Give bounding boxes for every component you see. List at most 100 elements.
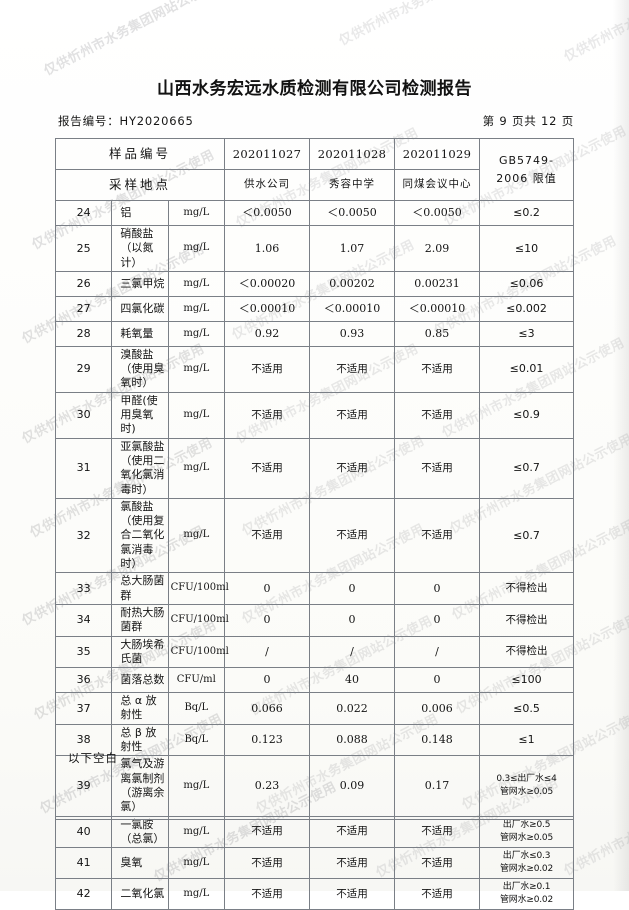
row-value-sample-1: 不适用	[224, 437, 310, 499]
row-value-sample-3: 不适用	[394, 497, 480, 574]
row-item-name: 耗氧量	[111, 320, 169, 347]
row-item-name: 总 β 放射性	[111, 723, 169, 757]
water-quality-results-table: 样品编号 202011027 202011028 202011029 GB574…	[54, 138, 574, 910]
limit-line-2: 管网水≥0.05	[500, 786, 553, 797]
row-number: 25	[54, 225, 113, 272]
blank-note: 以下空白	[68, 751, 118, 765]
limit-line-1: 出厂水≤0.3	[502, 851, 551, 862]
table-head: 样品编号 202011027 202011028 202011029 GB574…	[55, 138, 574, 201]
row-value-sample-3: 0	[394, 603, 480, 637]
table-row: 37 总 α 放射性 Bq/L 0.066 0.022 0.006 ≤0.5	[54, 692, 574, 725]
row-number: 26	[54, 270, 113, 297]
header-sample-no-1: 202011027	[224, 138, 310, 170]
row-number: 41	[54, 847, 113, 880]
row-unit: CFU/100ml	[167, 572, 229, 605]
limit-line-1: 0.3≤出厂水≤4	[496, 773, 557, 784]
row-value-sample-2: 0.93	[309, 320, 395, 347]
row-value-sample-2: 0	[309, 603, 395, 637]
row-value-sample-3: 不适用	[394, 815, 480, 849]
row-item-name: 硝酸盐（以氮计）	[111, 225, 169, 272]
table-row: 28 耗氧量 mg/L 0.92 0.93 0.85 ≤3	[54, 320, 574, 347]
row-standard-limit: ≤0.002	[479, 295, 574, 322]
row-item-name: 一氯胺（总氯）	[111, 815, 169, 849]
row-number: 42	[54, 878, 113, 910]
watermark-text: 仅供忻州市水务集团网站公示使用	[335, 0, 524, 49]
row-item-name: 铝	[111, 200, 169, 226]
row-number: 38	[54, 723, 113, 757]
row-standard-limit: 出厂水≥0.5 管网水≥0.05	[479, 815, 574, 849]
row-value-sample-3: 0	[394, 667, 480, 694]
row-unit: mg/L	[167, 878, 226, 910]
row-standard-limit: 不得检出	[479, 572, 574, 605]
row-value-sample-2: 1.07	[309, 225, 395, 272]
row-value-sample-3: 不适用	[394, 345, 480, 393]
row-value-sample-1: 0	[224, 572, 310, 605]
row-value-sample-1: 0	[224, 667, 310, 694]
table-row: 25 硝酸盐（以氮计） mg/L 1.06 1.07 2.09 ≤10	[54, 225, 574, 272]
row-unit: mg/L	[167, 497, 226, 574]
row-value-sample-3: 0.85	[394, 320, 480, 347]
row-value-sample-2: 不适用	[309, 815, 395, 849]
row-item-name: 亚氯酸盐（使用二氧化氯消毒时）	[111, 437, 169, 499]
row-value-sample-2: 0.00202	[309, 270, 395, 297]
row-number: 28	[54, 320, 113, 347]
row-unit: mg/L	[167, 320, 226, 347]
row-number: 35	[54, 635, 113, 669]
table-row: 40 一氯胺（总氯） mg/L 不适用 不适用 不适用 出厂水≥0.5 管网水≥0.05	[54, 815, 574, 849]
row-number: 32	[54, 497, 113, 574]
table-row: 27 四氯化碳 mg/L ＜0.00010 ＜0.00010 ＜0.00010 ≤0.002	[54, 295, 574, 322]
row-value-sample-1: 1.06	[224, 225, 310, 272]
row-value-sample-2: 不适用	[309, 847, 395, 880]
row-value-sample-3: 不适用	[394, 847, 480, 880]
table-row: 24 铝 mg/L ＜0.0050 ＜0.0050 ＜0.0050 ≤0.2	[54, 200, 574, 226]
row-standard-limit: 出厂水≤0.3 管网水≥0.02	[479, 847, 574, 880]
header-standard-limit: GB5749- 2006 限值	[479, 138, 574, 201]
row-unit: mg/L	[167, 437, 226, 499]
row-value-sample-3: 0	[394, 572, 480, 605]
row-value-sample-2: ＜0.0050	[309, 200, 395, 226]
row-unit: mg/L	[167, 345, 226, 393]
row-value-sample-3: 不适用	[394, 391, 480, 439]
row-value-sample-2: 不适用	[309, 345, 395, 393]
row-unit: Bq/L	[167, 692, 226, 725]
row-unit: mg/L	[167, 815, 226, 849]
row-value-sample-1: 不适用	[224, 497, 310, 574]
row-standard-limit: ≤3	[479, 320, 574, 347]
row-value-sample-3: 0.006	[394, 692, 480, 725]
row-item-name: 菌落总数	[111, 667, 169, 694]
row-unit: mg/L	[167, 200, 226, 226]
row-number: 30	[54, 391, 113, 439]
row-number: 37	[54, 692, 113, 725]
blank-remainder-box: 以下空白	[55, 738, 574, 820]
row-item-name: 三氯甲烷	[111, 270, 169, 297]
row-value-sample-2: 不适用	[309, 878, 395, 910]
limit-line-2: 管网水≥0.02	[500, 895, 553, 906]
row-value-sample-1: ＜0.00010	[224, 295, 310, 322]
report-number: 报告编号：HY2020665	[58, 114, 194, 128]
row-item-name: 大肠埃希氏菌	[111, 635, 169, 669]
row-number: 29	[54, 345, 113, 393]
row-unit: mg/L	[167, 755, 226, 817]
row-number: 27	[54, 295, 113, 322]
row-unit: mg/L	[167, 270, 226, 297]
row-value-sample-3: ＜0.0050	[394, 200, 480, 226]
row-standard-limit: ≤0.5	[479, 692, 574, 725]
header-site-3: 同煤会议中心	[394, 169, 480, 201]
table-row: 26 三氯甲烷 mg/L ＜0.00020 0.00202 0.00231 ≤0.06	[54, 270, 574, 297]
row-number: 33	[54, 572, 113, 605]
row-item-name: 氯气及游离氯制剂（游离余氯）	[111, 755, 169, 817]
row-item-name: 耐热大肠菌群	[111, 603, 169, 637]
row-standard-limit: 出厂水≥0.1 管网水≥0.02	[479, 878, 574, 910]
table-row: 32 氯酸盐（使用复合二氧化氯消毒时） mg/L 不适用 不适用 不适用 ≤0.7	[54, 497, 574, 574]
row-item-name: 总大肠菌群	[111, 572, 169, 605]
row-value-sample-1: 0.92	[224, 320, 310, 347]
row-number: 24	[54, 200, 113, 226]
row-number: 31	[54, 437, 113, 499]
row-value-sample-1: 不适用	[224, 345, 310, 393]
row-unit: CFU/100ml	[167, 603, 229, 637]
table-row: 38 总 β 放射性 Bq/L 0.123 0.088 0.148 ≤1	[54, 723, 574, 757]
limit-line-1: 出厂水≥0.1	[502, 882, 551, 893]
table-row: 35 大肠埃希氏菌 CFU/100ml / / / 不得检出	[54, 635, 574, 669]
table-row: 29 溴酸盐（使用臭氧时） mg/L 不适用 不适用 不适用 ≤0.01	[54, 345, 574, 393]
table-row: 33 总大肠菌群 CFU/100ml 0 0 0 不得检出	[54, 572, 574, 605]
